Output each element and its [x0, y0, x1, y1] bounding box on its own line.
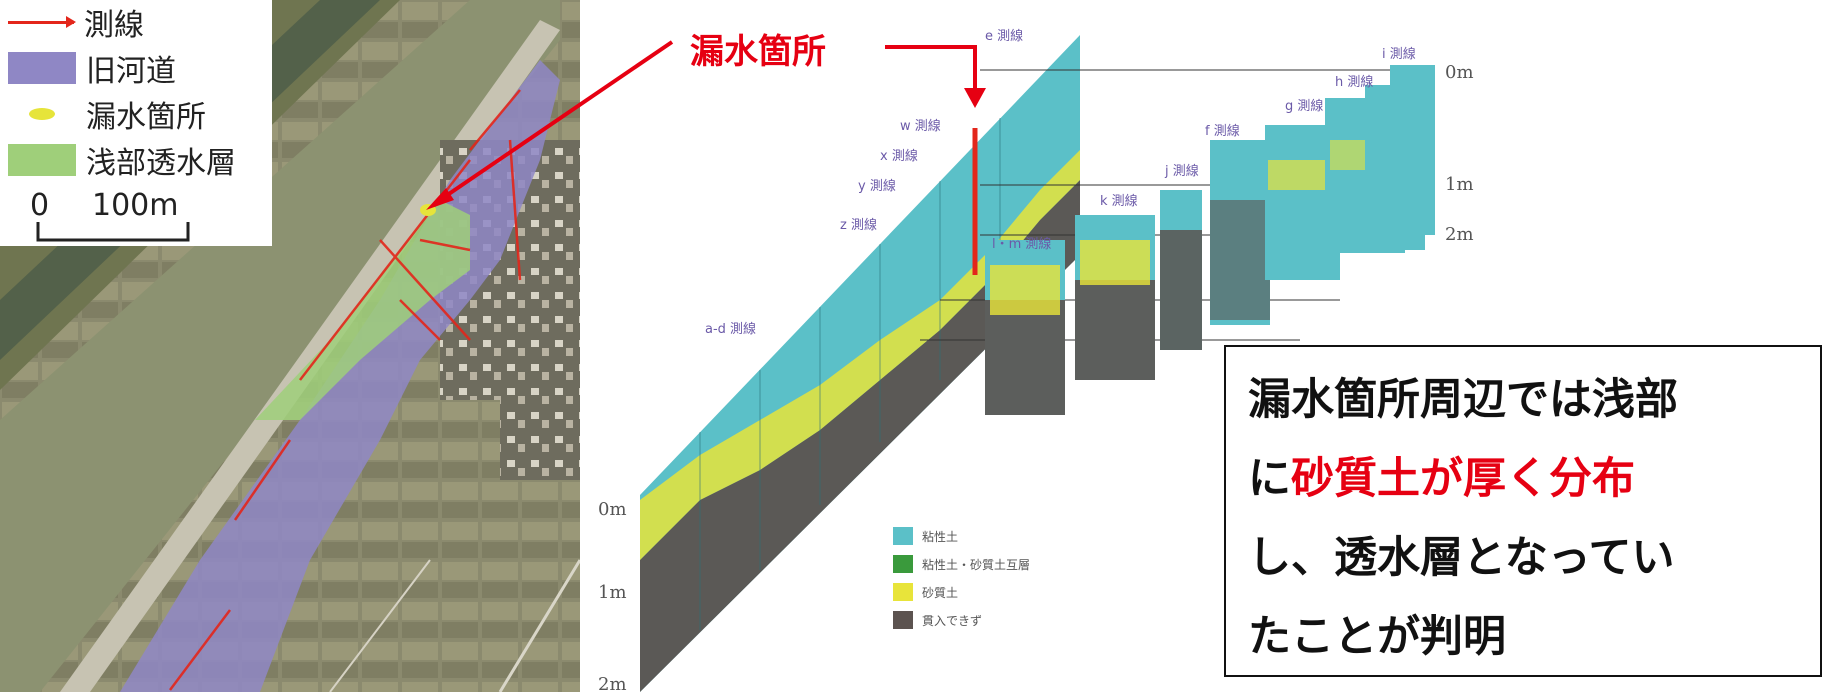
depth-tick-1m-right: 1m: [1445, 174, 1474, 195]
depth-tick-2m-left: 2m: [598, 674, 627, 692]
soil-swatch-refusal: [893, 611, 913, 629]
conclusion-highlight: 砂質土が厚く分布: [1291, 454, 1635, 504]
conclusion-box: 漏水箇所周辺では浅部 に砂質土が厚く分布 し、透水層となってい たことが判明: [1224, 345, 1822, 677]
long-profile-panel: [640, 35, 1080, 692]
profile-label-x: x 測線: [880, 148, 918, 164]
profile-label-l-m: l・m 測線: [992, 236, 1051, 252]
profile-label-w: w 測線: [900, 118, 941, 134]
profile-label-f: f 測線: [1205, 123, 1240, 139]
aerial-map: 測線 旧河道 漏水箇所 浅部透水層 0 100m: [0, 0, 582, 693]
scale-end: 100m: [92, 188, 179, 223]
conclusion-line-2: に砂質土が厚く分布: [1248, 440, 1802, 519]
legend-label: 測線: [84, 8, 144, 43]
profile-label-y: y 測線: [858, 178, 896, 194]
leak-callout-label: 漏水箇所: [690, 32, 826, 72]
soil-label: 粘性土・砂質土互層: [922, 557, 1030, 572]
depth-tick-1m-left: 1m: [598, 582, 627, 603]
soil-legend: 粘性土 粘性土・砂質土互層 砂質土 貫入できず: [893, 527, 1030, 629]
depth-tick-0m-right: 0m: [1445, 62, 1474, 83]
green-swatch: [8, 144, 76, 176]
legend-label: 浅部透水層: [86, 146, 236, 181]
legend-label: 旧河道: [86, 54, 176, 89]
soil-label: 粘性土: [922, 529, 958, 544]
conclusion-prefix: に: [1248, 454, 1291, 504]
legend-item-leak-point: 漏水箇所: [8, 94, 206, 135]
legend-item-survey-line: 測線: [8, 2, 144, 43]
depth-tick-2m-right: 2m: [1445, 224, 1474, 245]
depth-tick-0m-left: 0m: [598, 499, 627, 520]
conclusion-line-3: し、透水層となってい: [1248, 533, 1675, 583]
profile-label-h: h 測線: [1335, 74, 1373, 90]
red-line-swatch: [8, 15, 76, 28]
profile-label-a-d: a-d 測線: [705, 321, 756, 337]
scale-start: 0: [30, 188, 50, 223]
profile-label-e: e 測線: [985, 28, 1023, 44]
legend-label: 漏水箇所: [86, 100, 206, 135]
soil-label: 砂質土: [922, 585, 958, 600]
conclusion-line-1: 漏水箇所周辺では浅部: [1248, 375, 1678, 425]
scale-bar-line: [36, 222, 190, 242]
legend-item-old-river: 旧河道: [8, 48, 176, 89]
profile-label-i: i 測線: [1382, 46, 1416, 62]
profile-label-j: j 測線: [1164, 163, 1199, 179]
conclusion-line-4: たことが判明: [1248, 612, 1506, 662]
scale-bar: 0 100m: [30, 188, 270, 244]
purple-swatch: [8, 52, 76, 84]
map-legend: 測線 旧河道 漏水箇所 浅部透水層 0 100m: [0, 0, 272, 246]
leak-point-marker: [420, 204, 436, 216]
soil-swatch-interbedded: [893, 555, 913, 573]
profile-label-z: z 測線: [840, 217, 877, 233]
legend-item-permeable-layer: 浅部透水層: [8, 140, 236, 181]
soil-label: 貫入できず: [922, 614, 982, 628]
soil-swatch-clay: [893, 527, 913, 545]
profile-label-g: g 測線: [1285, 98, 1323, 114]
profile-label-k: k 測線: [1100, 193, 1138, 209]
soil-swatch-sand: [893, 583, 913, 601]
yellow-dot-swatch: [29, 108, 55, 120]
